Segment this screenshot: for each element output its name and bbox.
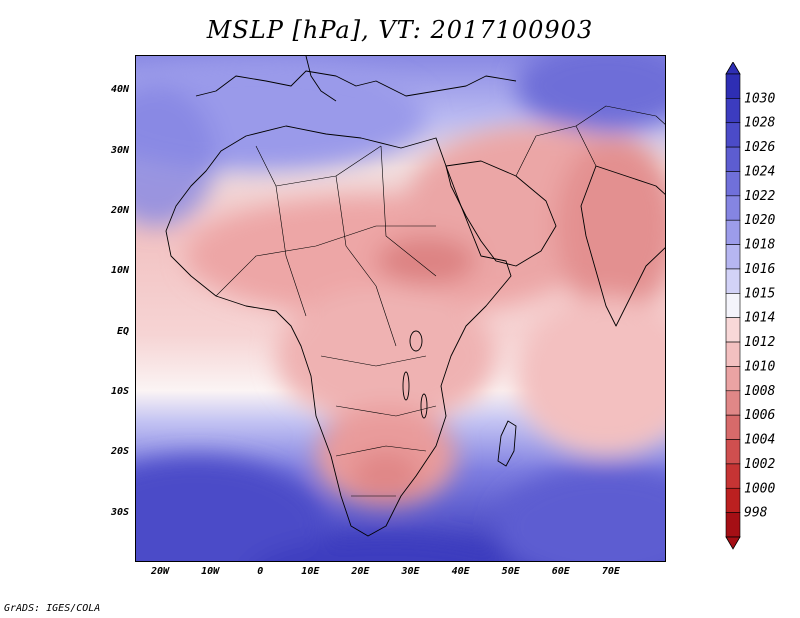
colorbar-level-label: 1006 [744, 408, 775, 423]
colorbar-level-label: 1024 [744, 164, 775, 179]
colorbar-swatch [725, 512, 741, 538]
colorbar-swatch [725, 390, 741, 416]
pressure-field [136, 56, 665, 561]
colorbar-legend: 1030 1028 1026 1024 1022 1020 1018 1016 1015 1014… [725, 62, 775, 550]
colorbar-level-label: 998 [744, 506, 768, 521]
lon-tick-label: 30E [401, 566, 420, 577]
colorbar-swatch [725, 317, 741, 343]
colorbar-swatch [725, 268, 741, 294]
colorbar-level-label: 1018 [744, 238, 775, 253]
colorbar-swatch [725, 171, 741, 197]
colorbar-swatch [725, 439, 741, 465]
lat-tick-label: 20S [110, 446, 129, 458]
colorbar-level-label: 1026 [744, 140, 775, 155]
lon-tick-label: 10W [201, 566, 220, 577]
colorbar-swatch [725, 244, 741, 270]
lat-tick-label: 20N [110, 204, 129, 216]
lon-tick-label: 0 [257, 566, 264, 577]
colorbar-level-label: 1028 [744, 116, 775, 131]
colorbar-level-label: 1008 [744, 384, 775, 399]
lon-tick-label: 40E [451, 566, 470, 577]
colorbar-swatch [725, 219, 741, 245]
colorbar-level-label: 1015 [744, 286, 775, 301]
lon-tick-label: 20E [351, 566, 370, 577]
colorbar-level-label: 1004 [744, 433, 775, 448]
colorbar-level-label: 1002 [744, 457, 775, 472]
footer-credit: GrADS: IGES/COLA [4, 603, 101, 614]
lat-tick-label: EQ [116, 325, 129, 337]
colorbar-top-arrow [725, 62, 741, 75]
colorbar-level-label: 1030 [744, 91, 775, 106]
colorbar-swatch [725, 293, 741, 318]
coastlines [165, 56, 665, 537]
colorbar-level-label: 1016 [744, 262, 775, 277]
colorbar-swatch [725, 366, 741, 392]
colorbar-swatch [725, 463, 741, 489]
colorbar-swatch [725, 487, 741, 513]
lon-tick-label: 20W [151, 566, 170, 577]
lon-tick-label: 10E [301, 566, 320, 577]
pressure-map [135, 55, 666, 562]
colorbar-swatch [725, 122, 741, 148]
colorbar-level-label: 1010 [744, 359, 775, 374]
lat-tick-label: 10N [110, 265, 129, 277]
colorbar-swatch [725, 146, 741, 172]
colorbar-swatch [725, 414, 741, 440]
colorbar-swatch [725, 73, 741, 99]
lat-tick-label: 30N [110, 144, 129, 156]
lon-tick-label: 70E [601, 566, 620, 577]
colorbar-level-label: 1012 [744, 335, 775, 350]
map-title: MSLP [hPa], VT: 2017100903 [206, 16, 594, 44]
colorbar-level-label: 1000 [744, 481, 775, 496]
colorbar-swatch [725, 98, 741, 124]
colorbar-level-label: 1022 [744, 189, 775, 204]
colorbar-bottom-arrow [725, 536, 741, 550]
lon-tick-label: 50E [501, 566, 520, 577]
lat-tick-label: 40N [110, 84, 129, 96]
colorbar-level-label: 1020 [744, 213, 775, 228]
colorbar-level-label: 1014 [744, 311, 775, 326]
lon-tick-label: 60E [551, 566, 570, 577]
colorbar-swatch [725, 195, 741, 221]
lat-tick-label: 10S [110, 386, 129, 397]
colorbar-swatch [725, 341, 741, 367]
lat-tick-label: 30S [110, 506, 129, 518]
